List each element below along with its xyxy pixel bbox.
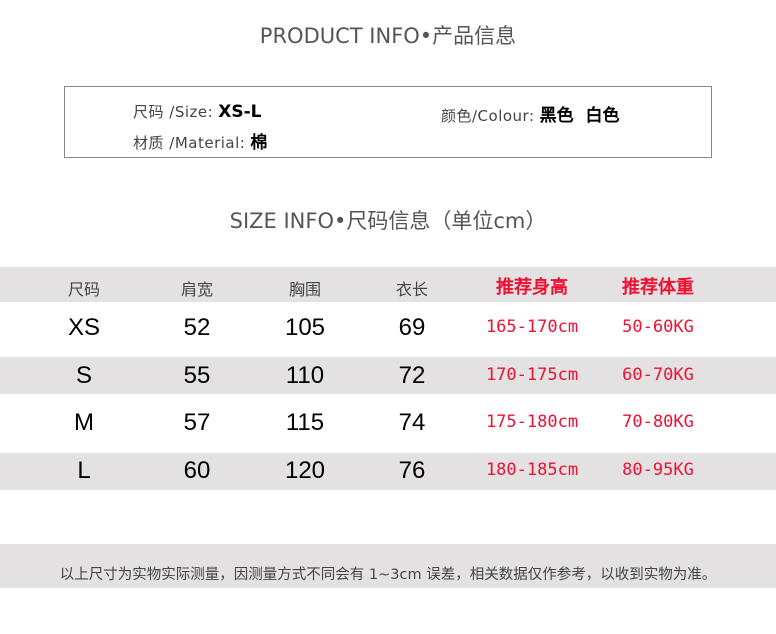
- column-header: 衣长: [395, 280, 428, 299]
- column-header: 推荐体重: [622, 277, 694, 298]
- size-value: XS-L: [218, 102, 262, 122]
- footer-note: 以上尺寸为实物实际测量，因测量方式不同会有 1~3cm 误差，相关数据仅作参考，…: [59, 567, 717, 583]
- table-cell: 69: [398, 314, 426, 341]
- product-info-title: PRODUCT INFO•产品信息: [259, 24, 517, 48]
- column-header: 尺码: [67, 280, 100, 299]
- size-info-title: SIZE INFO•尺码信息（单位cm）: [229, 209, 547, 233]
- size-cell: M: [74, 409, 94, 436]
- size-cell: XS: [67, 314, 100, 341]
- table-cell: 60-70KG: [622, 365, 694, 385]
- size-field: 尺码 /Size: XS-L: [133, 101, 262, 122]
- table-cell: 115: [285, 409, 325, 436]
- table-cell: 76: [398, 457, 426, 484]
- column-header: 肩宽: [180, 280, 213, 299]
- table-cell: 120: [284, 457, 326, 484]
- material-label: 材质 /Material:: [133, 134, 246, 152]
- colour-field: 颜色/Colour: 黑色 白色: [441, 101, 619, 126]
- table-cell: 180-185cm: [485, 460, 579, 480]
- row-band: [0, 357, 776, 394]
- size-label: 尺码 /Size:: [133, 103, 214, 121]
- colour-value: 黑色 白色: [539, 106, 620, 126]
- table-cell: 105: [284, 314, 326, 341]
- table-header-band: [0, 267, 776, 302]
- table-cell: 52: [183, 314, 211, 341]
- material-field: 材质 /Material: 棉: [133, 128, 267, 153]
- table-cell: 175-180cm: [485, 412, 579, 432]
- column-header: 胸围: [288, 280, 321, 299]
- table-cell: 110: [285, 362, 325, 389]
- table-cell: 57: [183, 409, 211, 436]
- table-cell: 165-170cm: [485, 317, 579, 337]
- size-cell: S: [75, 362, 92, 389]
- material-value: 棉: [250, 133, 268, 153]
- table-cell: 74: [398, 409, 426, 436]
- table-cell: 60: [183, 457, 211, 484]
- footer-band: [0, 544, 776, 588]
- product-info-box: 尺码 /Size: XS-L 颜色/Colour: 黑色 白色 材质 /Mate…: [64, 86, 712, 158]
- size-cell: L: [77, 457, 91, 484]
- table-cell: 72: [398, 362, 426, 389]
- table-cell: 50-60KG: [622, 317, 694, 337]
- colour-label: 颜色/Colour:: [441, 107, 535, 125]
- table-cell: 170-175cm: [485, 365, 579, 385]
- table-cell: 55: [183, 362, 211, 389]
- table-cell: 80-95KG: [622, 460, 694, 480]
- row-band: [0, 453, 776, 490]
- column-header: 推荐身高: [496, 277, 568, 298]
- table-cell: 70-80KG: [622, 412, 694, 432]
